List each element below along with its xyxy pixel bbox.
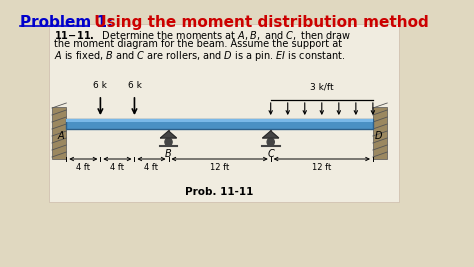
Polygon shape	[160, 131, 177, 138]
Text: 4 ft: 4 ft	[145, 163, 158, 172]
Bar	[66, 119, 373, 122]
Text: D: D	[374, 131, 382, 141]
FancyBboxPatch shape	[49, 24, 399, 202]
Circle shape	[165, 138, 172, 146]
Text: Problem 1:: Problem 1:	[20, 15, 113, 30]
Text: 4 ft: 4 ft	[110, 163, 124, 172]
Text: the moment diagram for the beam. Assume the support at: the moment diagram for the beam. Assume …	[54, 39, 342, 49]
Bar	[66, 119, 373, 129]
Circle shape	[267, 138, 274, 146]
Polygon shape	[263, 131, 279, 138]
Bar	[373, 107, 387, 159]
Text: 4 ft: 4 ft	[76, 163, 91, 172]
Bar	[52, 107, 66, 159]
Text: $\bf{11\!-\!11.}$  Determine the moments at $A, B,$ and $C,$ then draw: $\bf{11\!-\!11.}$ Determine the moments …	[54, 29, 351, 42]
Text: 6 k: 6 k	[128, 81, 142, 90]
Text: Prob. 11-11: Prob. 11-11	[185, 187, 254, 197]
Text: 6 k: 6 k	[92, 81, 107, 90]
Text: $A$ is fixed, $B$ and $C$ are rollers, and $D$ is a pin. $EI$ is constant.: $A$ is fixed, $B$ and $C$ are rollers, a…	[54, 49, 345, 63]
Text: B: B	[165, 149, 172, 159]
Text: C: C	[267, 149, 274, 159]
Text: A: A	[58, 131, 64, 141]
Text: 12 ft: 12 ft	[312, 163, 331, 172]
Text: 12 ft: 12 ft	[210, 163, 229, 172]
Text: Using the moment distribution method: Using the moment distribution method	[89, 15, 428, 30]
Text: 3 k/ft: 3 k/ft	[310, 82, 334, 91]
